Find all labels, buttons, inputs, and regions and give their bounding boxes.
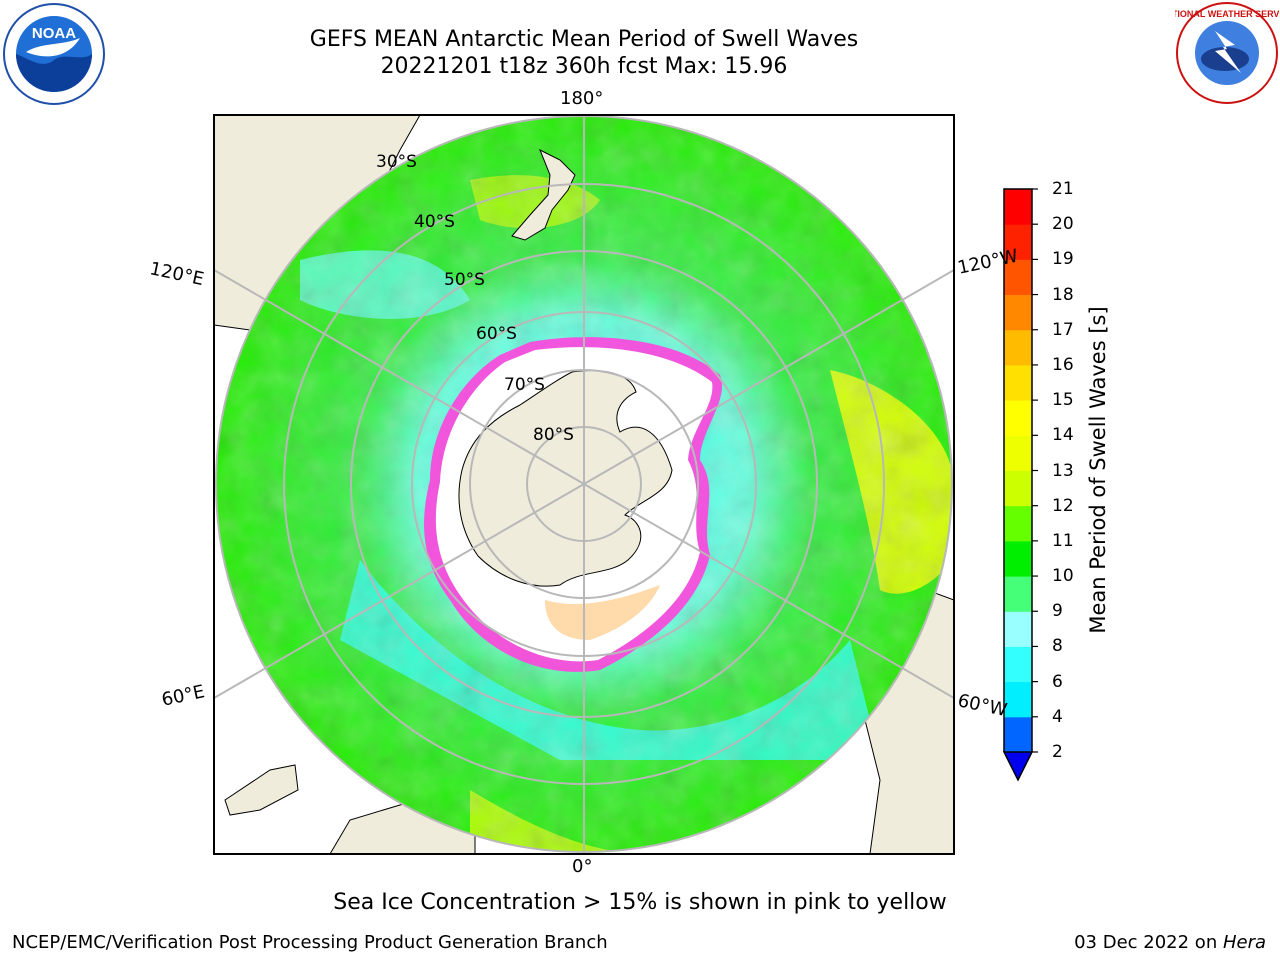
colorbar-tick-label: 14 — [1052, 425, 1074, 446]
new-zealand-land — [511, 148, 576, 241]
colorbar-tick-label: 4 — [1052, 706, 1063, 727]
noaa-logo: NOAA — [3, 3, 105, 105]
colorbar-segment — [1004, 329, 1032, 366]
colorbar-segment — [1004, 646, 1032, 683]
madagascar-land — [224, 764, 299, 816]
colorbar-label: Mean Period of Swell Waves [s] — [1086, 306, 1110, 634]
colorbar-tick-label: 8 — [1052, 636, 1063, 657]
lat-label-50s: 50°S — [444, 270, 485, 290]
colorbar-segment — [1004, 294, 1032, 331]
lon-label-180: 180° — [560, 88, 604, 109]
colorbar-tick-label: 11 — [1052, 530, 1074, 551]
colorbar-tick-label: 18 — [1052, 284, 1074, 305]
colorbar-segment — [1004, 540, 1032, 577]
colorbar-segment — [1004, 364, 1032, 401]
sea-ice-note-text: Sea Ice Concentration > 15% is shown in … — [333, 890, 947, 915]
colorbar-tick-label: 21 — [1052, 179, 1074, 199]
colorbar-tick-label: 17 — [1052, 319, 1074, 340]
colorbar-segment — [1004, 224, 1032, 260]
sea-ice-note: Sea Ice Concentration > 15% is shown in … — [0, 890, 1280, 915]
credit-host: Hera — [1222, 932, 1266, 953]
credit-date: 03 Dec 2022 on Hera — [1074, 932, 1266, 953]
nws-logo: NATIONAL WEATHER SERVICE — [1175, 2, 1279, 104]
svg-text:NATIONAL WEATHER SERVICE: NATIONAL WEATHER SERVICE — [1175, 9, 1279, 19]
colorbar-tick-label: 16 — [1052, 354, 1074, 375]
credit-organization: NCEP/EMC/Verification Post Processing Pr… — [12, 932, 608, 953]
colorbar-segment — [1004, 259, 1032, 296]
colorbar — [1002, 188, 1038, 782]
lat-label-40s: 40°S — [414, 212, 455, 232]
antarctica-land — [458, 370, 673, 587]
colorbar-tick-label: 13 — [1052, 460, 1074, 481]
colorbar-segment — [1004, 681, 1032, 718]
colorbar-tick-label: 12 — [1052, 495, 1074, 516]
svg-text:NOAA: NOAA — [32, 25, 76, 42]
colorbar-tick-label: 20 — [1052, 214, 1074, 235]
lat-label-60s: 60°S — [476, 324, 517, 344]
lat-label-70s: 70°S — [504, 375, 545, 395]
ice-orange-speckle — [545, 585, 660, 640]
chart-title: GEFS MEAN Antarctic Mean Period of Swell… — [309, 27, 859, 52]
colorbar-extend-min — [1002, 751, 1034, 782]
colorbar-tick-label: 10 — [1052, 566, 1074, 587]
lon-label-0: 0° — [572, 856, 593, 877]
colorbar-segment — [1004, 505, 1032, 542]
credit-date-text: 03 Dec 2022 on — [1074, 932, 1223, 953]
colorbar-segment — [1004, 400, 1032, 436]
colorbar-segment — [1004, 470, 1032, 507]
lat-label-80s: 80°S — [533, 425, 574, 445]
colorbar-tick-label: 2 — [1052, 742, 1063, 762]
colorbar-tick-label: 19 — [1052, 249, 1074, 270]
colorbar-tick-label: 6 — [1052, 671, 1063, 692]
colorbar-segment — [1004, 611, 1032, 647]
chart-subtitle: 20221201 t18z 360h fcst Max: 15.96 — [380, 54, 788, 79]
colorbar-segment — [1004, 435, 1032, 471]
map-frame — [213, 114, 955, 855]
graticule — [214, 115, 954, 854]
colorbar-tick-label: 15 — [1052, 390, 1074, 411]
colorbar-segment — [1004, 189, 1032, 225]
colorbar-segment — [1004, 576, 1032, 612]
colorbar-tick-label: 9 — [1052, 601, 1063, 622]
colorbar-segment — [1004, 716, 1032, 753]
lat-label-30s: 30°S — [376, 152, 417, 172]
